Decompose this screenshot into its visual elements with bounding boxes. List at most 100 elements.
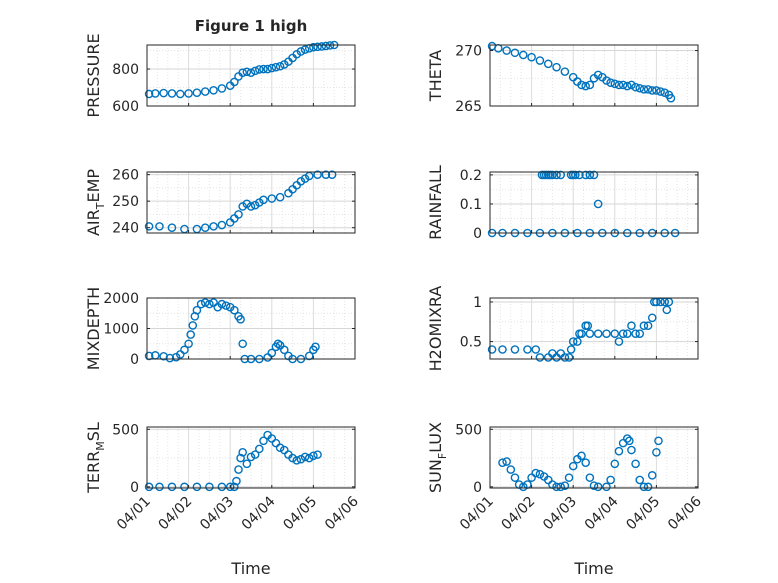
terr_msl-ylabel-main: TERR xyxy=(84,451,103,494)
sun_flux-data-point xyxy=(606,475,615,485)
theta-axes-frame xyxy=(489,44,699,107)
terr_msl-data-point xyxy=(155,482,164,492)
theta-data-point xyxy=(581,81,590,91)
h2omixra-data-point xyxy=(564,353,574,362)
theta-data-point xyxy=(560,67,570,76)
h2omixra-data-point xyxy=(639,321,649,331)
air_temp-data-point xyxy=(259,195,268,205)
theta-data-point xyxy=(614,80,624,90)
x-axis-label-right: Time xyxy=(573,559,613,578)
theta-data-point xyxy=(502,46,511,55)
h2omixra-data-point xyxy=(577,329,586,338)
pressure-data-point xyxy=(209,85,218,95)
h2omixra-data-point xyxy=(510,345,520,354)
terr_msl-ytick-label: 0 xyxy=(130,480,139,496)
rainfall-data-point xyxy=(548,170,557,180)
sun_flux-data-point xyxy=(498,458,507,467)
air_temp-ytick-label: 240 xyxy=(112,221,139,237)
terr_msl-xtick-label: 04/03 xyxy=(197,494,237,534)
pressure-data-point xyxy=(230,77,239,87)
theta-data-point xyxy=(635,83,645,93)
sun_flux-data-point xyxy=(552,482,561,492)
mixdepth-data-point xyxy=(217,299,227,309)
theta-data-point xyxy=(666,93,676,103)
terr_msl-xtick-label: 04/05 xyxy=(280,494,320,534)
mixdepth-data-point xyxy=(180,345,189,355)
pressure-data-point xyxy=(151,89,160,98)
sun_flux-data-point xyxy=(631,459,640,469)
panel-terr_msl: 0 500 04/01 04/02 04/03 04/04 04/05 04/06 TERRMS… xyxy=(84,422,362,533)
terr_msl-data-point xyxy=(225,482,235,492)
rainfall-data-point xyxy=(581,170,590,180)
h2omixra-data-point xyxy=(556,349,566,358)
terr_msl-xtick-label: 04/04 xyxy=(239,493,279,533)
sun_flux-data-point xyxy=(510,473,520,482)
rainfall-data-point xyxy=(575,170,584,180)
pressure-data-point xyxy=(313,42,322,52)
h2omixra-data-point xyxy=(583,321,593,331)
terr_msl-data-point xyxy=(234,465,243,474)
sun_flux-data-point xyxy=(560,481,570,490)
sun_flux-data-point xyxy=(564,473,574,482)
pressure-data-point xyxy=(175,89,185,99)
terr_msl-data-point xyxy=(296,454,306,464)
mixdepth-data-point xyxy=(230,305,239,315)
mixdepth-data-point xyxy=(165,353,175,363)
pressure-data-point xyxy=(246,68,256,78)
pressure-axes-frame xyxy=(146,44,356,107)
mixdepth-data-point xyxy=(188,321,198,330)
pressure-data-point xyxy=(242,67,252,77)
sun_flux-data-point xyxy=(535,469,545,479)
pressure-ylabel: PRESSURE xyxy=(84,33,103,117)
theta-data-point xyxy=(535,56,545,65)
sun_flux-data-point xyxy=(610,459,620,469)
sun_flux-data-point xyxy=(518,482,528,492)
pressure-data-point xyxy=(296,47,306,56)
h2omixra-data-point xyxy=(647,313,657,323)
rainfall-ytick-label: 0.1 xyxy=(460,197,482,213)
sun_flux-ylabel-rest: LUX xyxy=(426,422,445,453)
air_temp-data-point xyxy=(209,222,218,231)
terr_msl-axes-frame xyxy=(146,426,356,489)
h2omixra-data-point xyxy=(614,337,624,346)
theta-data-point xyxy=(606,78,615,88)
mixdepth-data-point xyxy=(200,298,210,307)
h2omixra-data-point xyxy=(585,329,595,338)
h2omixra-data-point xyxy=(531,345,541,354)
pressure-data-point xyxy=(300,45,310,54)
pressure-data-point xyxy=(184,89,193,98)
sun_flux-data-point xyxy=(585,473,595,482)
theta-data-point xyxy=(518,50,528,60)
h2omixra-data-point xyxy=(498,345,507,354)
terr_msl-ytick-label: 500 xyxy=(112,422,139,438)
figure-title: Figure 1 high xyxy=(195,17,308,35)
mixdepth-data-point xyxy=(205,299,214,309)
sun_flux-data-point xyxy=(652,448,661,457)
theta-data-point xyxy=(622,81,632,91)
sun_flux-data-point xyxy=(614,446,624,456)
mixdepth-data-point xyxy=(311,342,320,352)
pressure-data-point xyxy=(159,88,168,98)
mixdepth-data-point xyxy=(144,351,154,361)
theta-data-point xyxy=(602,76,611,85)
terr_msl-data-point xyxy=(292,456,302,465)
rainfall-data-point xyxy=(552,170,561,180)
terr_msl-data-point xyxy=(250,450,260,459)
sun_flux-ylabel-subscript: F xyxy=(436,453,449,459)
rainfall-axes-frame xyxy=(489,171,699,234)
pressure-data-point xyxy=(250,66,260,76)
terr_msl-data-point xyxy=(205,482,214,492)
theta-data-point xyxy=(647,86,657,95)
air_temp-data-point xyxy=(246,202,256,211)
theta-data-point xyxy=(510,48,520,58)
pressure-data-point xyxy=(144,89,154,99)
air_temp-data-point xyxy=(155,222,164,231)
h2omixra-data-point xyxy=(622,329,632,338)
theta-data-point xyxy=(552,62,561,72)
theta-data-point xyxy=(656,87,665,96)
air_temp-axes-frame xyxy=(146,171,356,234)
rainfall-data-point xyxy=(585,170,595,180)
air_temp-data-point xyxy=(321,170,331,179)
pressure-data-point xyxy=(267,63,277,73)
